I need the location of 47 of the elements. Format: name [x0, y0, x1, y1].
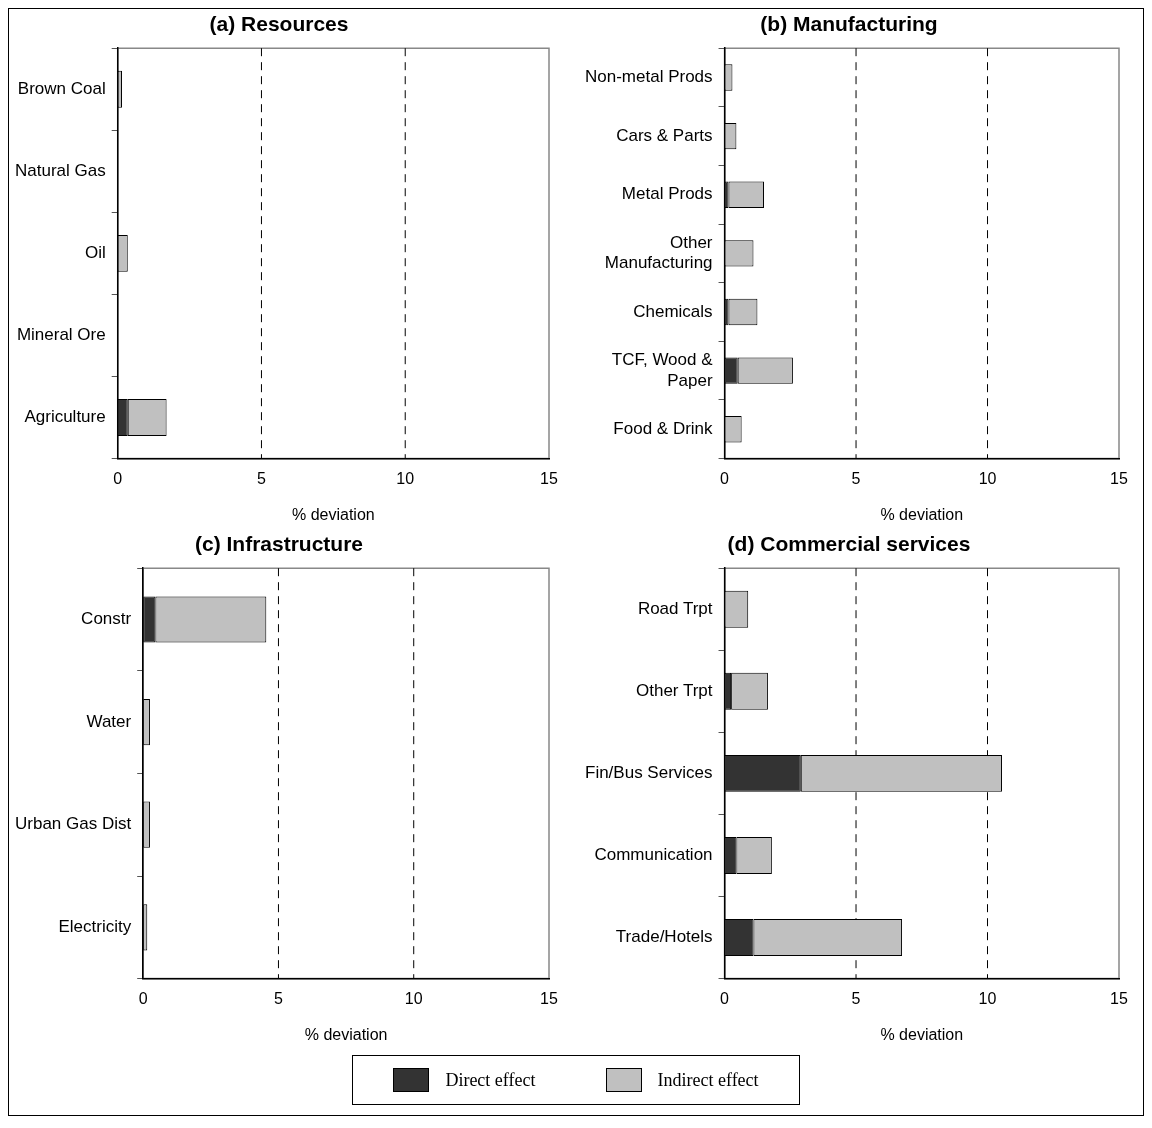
y-tick-label: Non-metal Prods: [584, 67, 713, 87]
x-tick-label: 10: [978, 989, 997, 1007]
y-tick-label: TCF, Wood & Paper: [611, 350, 714, 390]
chart-title: (c) Infrastructure: [194, 532, 364, 556]
x-tick-label: 5: [257, 469, 267, 487]
x-tick-label: 15: [1110, 469, 1128, 487]
x-tick-label: 5: [274, 989, 284, 1007]
x-tick-label: 0: [720, 469, 730, 487]
y-tick-label: Fin/Bus Services: [584, 763, 713, 783]
y-tick-label: Brown Coal: [17, 78, 106, 98]
y-tick-label: Agriculture: [24, 407, 106, 427]
chart-title: (d) Commercial services: [727, 532, 971, 556]
y-tick-label: Mineral Ore: [16, 325, 106, 345]
x-tick-label: 5: [851, 469, 861, 487]
y-tick-label: Food & Drink: [613, 418, 714, 438]
x-tick-label: 5: [851, 989, 861, 1007]
y-tick-label: Cars & Parts: [616, 125, 713, 145]
y-tick-label: Water: [86, 711, 132, 731]
x-tick-label: 0: [720, 989, 730, 1007]
y-tick-label: Trade/Hotels: [615, 927, 713, 947]
y-tick-label: Road Trpt: [637, 598, 713, 618]
y-tick-label: Oil: [84, 243, 106, 263]
x-tick-label: 10: [978, 469, 997, 487]
y-tick-label: Chemicals: [633, 301, 713, 321]
x-axis-title: % deviation: [291, 505, 375, 523]
x-axis-title: % deviation: [880, 1025, 964, 1043]
y-tick-label: Other Trpt: [636, 681, 713, 701]
x-tick-label: 0: [138, 989, 148, 1007]
x-tick-label: 15: [1110, 989, 1128, 1007]
x-axis-title: % deviation: [880, 505, 964, 523]
x-tick-label: 10: [404, 989, 423, 1007]
x-axis-title: % deviation: [304, 1025, 388, 1043]
x-tick-label: 15: [540, 989, 558, 1007]
x-tick-label: 10: [396, 469, 415, 487]
x-tick-label: 15: [540, 469, 558, 487]
y-tick-label: Communication: [594, 845, 713, 865]
y-tick-label: Urban Gas Dist: [15, 814, 132, 834]
legend-label: Indirect effect: [657, 1069, 759, 1091]
y-tick-label: Electricity: [58, 916, 132, 936]
y-tick-label: Constr: [81, 609, 132, 629]
x-tick-label: 0: [113, 469, 123, 487]
legend-label: Direct effect: [445, 1069, 536, 1091]
y-tick-label: Natural Gas: [15, 161, 106, 181]
y-tick-label: Other Manufacturing: [604, 232, 713, 273]
chart-title: (b) Manufacturing: [760, 12, 938, 36]
chart-title: (a) Resources: [209, 12, 349, 36]
y-tick-label: Metal Prods: [621, 184, 713, 204]
